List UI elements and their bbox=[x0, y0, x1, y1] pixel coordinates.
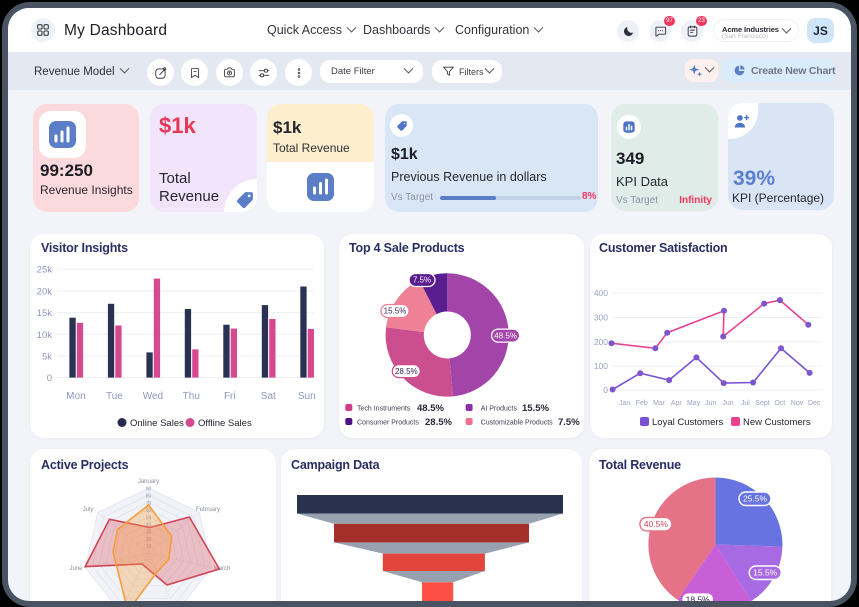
svg-text:Sat: Sat bbox=[261, 391, 276, 402]
svg-text:25.5%: 25.5% bbox=[743, 494, 768, 504]
svg-text:10k: 10k bbox=[37, 330, 53, 341]
svg-text:June: June bbox=[69, 566, 83, 572]
svg-text:January: January bbox=[138, 479, 159, 485]
svg-text:Wed: Wed bbox=[143, 391, 163, 402]
svg-text:Jan: Jan bbox=[619, 400, 630, 407]
svg-text:0: 0 bbox=[47, 373, 52, 384]
svg-text:Thu: Thu bbox=[183, 391, 200, 402]
svg-text:40: 40 bbox=[146, 523, 152, 529]
svg-text:AI Products: AI Products bbox=[481, 406, 518, 413]
svg-text:Mar: Mar bbox=[653, 400, 666, 407]
svg-text:Consumer Products: Consumer Products bbox=[357, 420, 419, 427]
svg-text:48.5%: 48.5% bbox=[417, 403, 444, 414]
svg-text:5k: 5k bbox=[42, 352, 52, 363]
svg-text:18.5%: 18.5% bbox=[686, 594, 711, 601]
svg-text:60: 60 bbox=[146, 508, 152, 514]
svg-text:15k: 15k bbox=[37, 308, 53, 319]
svg-text:Feb: Feb bbox=[636, 400, 648, 407]
svg-text:Sept: Sept bbox=[755, 400, 769, 407]
svg-text:Loyal Customers: Loyal Customers bbox=[652, 417, 724, 428]
svg-text:Oct: Oct bbox=[774, 400, 785, 407]
svg-text:July: July bbox=[83, 507, 94, 513]
svg-text:Jun: Jun bbox=[722, 400, 733, 407]
svg-text:Offline Sales: Offline Sales bbox=[198, 418, 252, 429]
svg-text:200: 200 bbox=[594, 337, 608, 347]
svg-text:Mon: Mon bbox=[66, 391, 85, 402]
svg-text:7.5%: 7.5% bbox=[558, 417, 580, 428]
svg-text:7.5%: 7.5% bbox=[413, 276, 431, 285]
svg-text:Tue: Tue bbox=[106, 391, 123, 402]
svg-text:15.5%: 15.5% bbox=[384, 307, 407, 316]
svg-text:20k: 20k bbox=[37, 286, 53, 297]
svg-text:Jul: Jul bbox=[741, 400, 750, 407]
svg-text:Apr: Apr bbox=[671, 400, 683, 407]
svg-text:30: 30 bbox=[146, 530, 152, 536]
svg-text:Sun: Sun bbox=[298, 391, 316, 402]
svg-text:28.5%: 28.5% bbox=[395, 367, 418, 376]
svg-text:Customizable Products: Customizable Products bbox=[481, 420, 553, 427]
svg-text:May: May bbox=[687, 400, 701, 407]
svg-text:90: 90 bbox=[146, 487, 152, 493]
svg-text:Tech Instruments: Tech Instruments bbox=[357, 406, 411, 413]
svg-text:100: 100 bbox=[594, 361, 608, 371]
svg-text:40.5%: 40.5% bbox=[644, 519, 669, 529]
svg-text:10: 10 bbox=[146, 544, 152, 550]
svg-text:50: 50 bbox=[146, 515, 152, 521]
svg-text:15.5%: 15.5% bbox=[522, 403, 549, 414]
svg-text:80: 80 bbox=[146, 494, 152, 500]
svg-text:Jun: Jun bbox=[705, 400, 716, 407]
svg-text:Fri: Fri bbox=[224, 391, 236, 402]
svg-text:28.5%: 28.5% bbox=[425, 417, 452, 428]
svg-text:February: February bbox=[196, 507, 220, 513]
svg-text:25k: 25k bbox=[37, 265, 53, 276]
svg-text:400: 400 bbox=[594, 288, 608, 298]
svg-text:New Customers: New Customers bbox=[743, 417, 811, 428]
svg-text:15.5%: 15.5% bbox=[753, 568, 778, 578]
svg-text:Dec: Dec bbox=[808, 400, 821, 407]
svg-text:Nov: Nov bbox=[791, 400, 804, 407]
svg-text:20: 20 bbox=[146, 537, 152, 543]
svg-text:Online Sales: Online Sales bbox=[130, 418, 184, 429]
svg-text:March: March bbox=[214, 566, 231, 572]
svg-text:48.5%: 48.5% bbox=[494, 331, 517, 340]
svg-text:300: 300 bbox=[594, 313, 608, 323]
svg-text:0: 0 bbox=[603, 385, 608, 395]
